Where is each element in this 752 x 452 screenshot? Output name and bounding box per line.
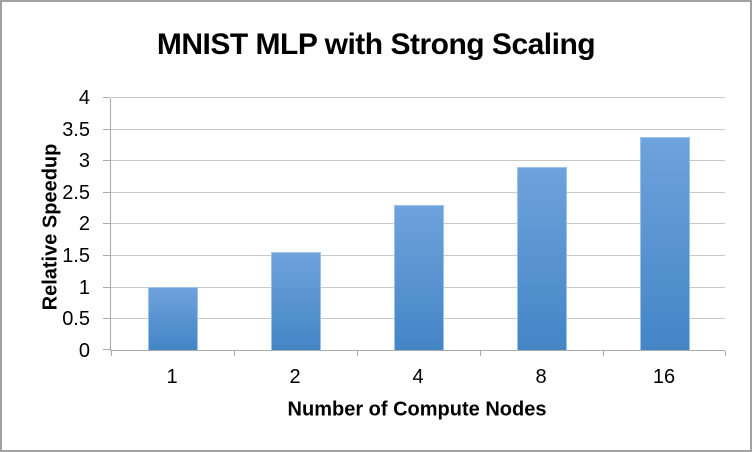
x-tick-label: 8 <box>535 366 547 388</box>
gridline <box>111 97 725 98</box>
chart-title: MNIST MLP with Strong Scaling <box>156 28 596 61</box>
y-axis-tick <box>103 223 110 224</box>
x-axis-tick <box>234 351 235 356</box>
y-tick-label: 2 <box>78 213 90 235</box>
bar <box>148 287 198 350</box>
gridline <box>111 192 725 193</box>
y-axis-tick <box>103 97 110 98</box>
gridline <box>111 129 725 130</box>
x-axis-tick <box>111 351 112 356</box>
y-axis-tick <box>103 255 110 256</box>
y-axis-tick <box>103 287 110 288</box>
y-tick-label: 2.5 <box>62 182 90 204</box>
y-axis-tick <box>103 349 110 350</box>
x-axis-tick <box>725 351 726 356</box>
x-axis-tick <box>603 351 604 356</box>
y-axis-tick <box>103 318 110 319</box>
y-axis-tick <box>103 160 110 161</box>
plot-area <box>103 97 726 356</box>
y-tick-label: 0 <box>78 340 90 362</box>
gridline <box>111 160 725 161</box>
y-tick-label: 1 <box>78 277 90 299</box>
bar <box>394 205 444 350</box>
y-tick-label: 1.5 <box>62 245 90 267</box>
bar <box>271 252 321 350</box>
y-axis-tick <box>103 129 110 130</box>
bar <box>517 167 567 350</box>
x-axis-tick <box>480 351 481 356</box>
x-tick-label: 16 <box>652 366 676 388</box>
y-tick-label: 4 <box>78 87 90 109</box>
y-tick-label: 3 <box>78 150 90 172</box>
x-tick-label: 1 <box>166 366 178 388</box>
y-axis-tick <box>103 192 110 193</box>
y-tick-label: 3.5 <box>62 119 90 141</box>
y-tick-label: 0.5 <box>62 308 90 330</box>
x-tick-label: 4 <box>412 366 424 388</box>
bar <box>640 137 690 350</box>
x-axis-tick <box>357 351 358 356</box>
x-axis-title: Number of Compute Nodes <box>287 398 547 421</box>
x-tick-label: 2 <box>289 366 301 388</box>
